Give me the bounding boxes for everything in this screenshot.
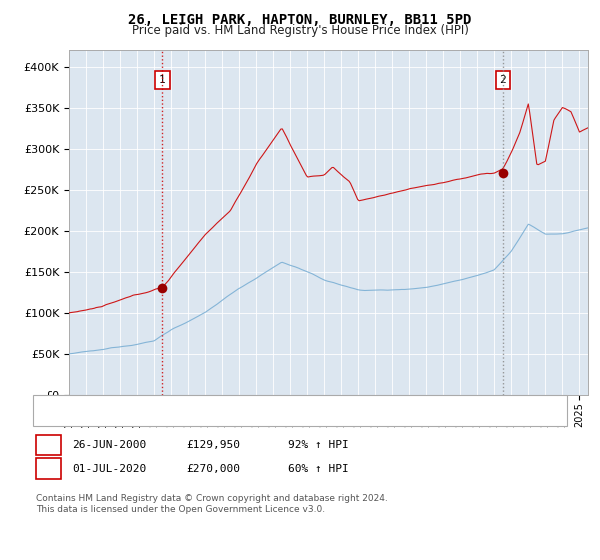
Text: 2: 2 bbox=[45, 464, 52, 474]
Text: 92% ↑ HPI: 92% ↑ HPI bbox=[288, 440, 349, 450]
Text: £270,000: £270,000 bbox=[186, 464, 240, 474]
Text: Price paid vs. HM Land Registry's House Price Index (HPI): Price paid vs. HM Land Registry's House … bbox=[131, 24, 469, 37]
Text: Contains HM Land Registry data © Crown copyright and database right 2024.: Contains HM Land Registry data © Crown c… bbox=[36, 494, 388, 503]
Text: 2: 2 bbox=[500, 74, 506, 85]
Text: £129,950: £129,950 bbox=[186, 440, 240, 450]
Text: 1: 1 bbox=[45, 440, 52, 450]
Text: HPI: Average price, detached house, Burnley: HPI: Average price, detached house, Burn… bbox=[84, 411, 342, 421]
Text: 01-JUL-2020: 01-JUL-2020 bbox=[72, 464, 146, 474]
Text: 26-JUN-2000: 26-JUN-2000 bbox=[72, 440, 146, 450]
Text: 26, LEIGH PARK, HAPTON, BURNLEY, BB11 5PD: 26, LEIGH PARK, HAPTON, BURNLEY, BB11 5P… bbox=[128, 13, 472, 27]
Text: This data is licensed under the Open Government Licence v3.0.: This data is licensed under the Open Gov… bbox=[36, 505, 325, 514]
Text: 60% ↑ HPI: 60% ↑ HPI bbox=[288, 464, 349, 474]
Text: 1: 1 bbox=[159, 74, 166, 85]
Text: 26, LEIGH PARK, HAPTON, BURNLEY, BB11 5PD (detached house): 26, LEIGH PARK, HAPTON, BURNLEY, BB11 5P… bbox=[84, 400, 432, 410]
